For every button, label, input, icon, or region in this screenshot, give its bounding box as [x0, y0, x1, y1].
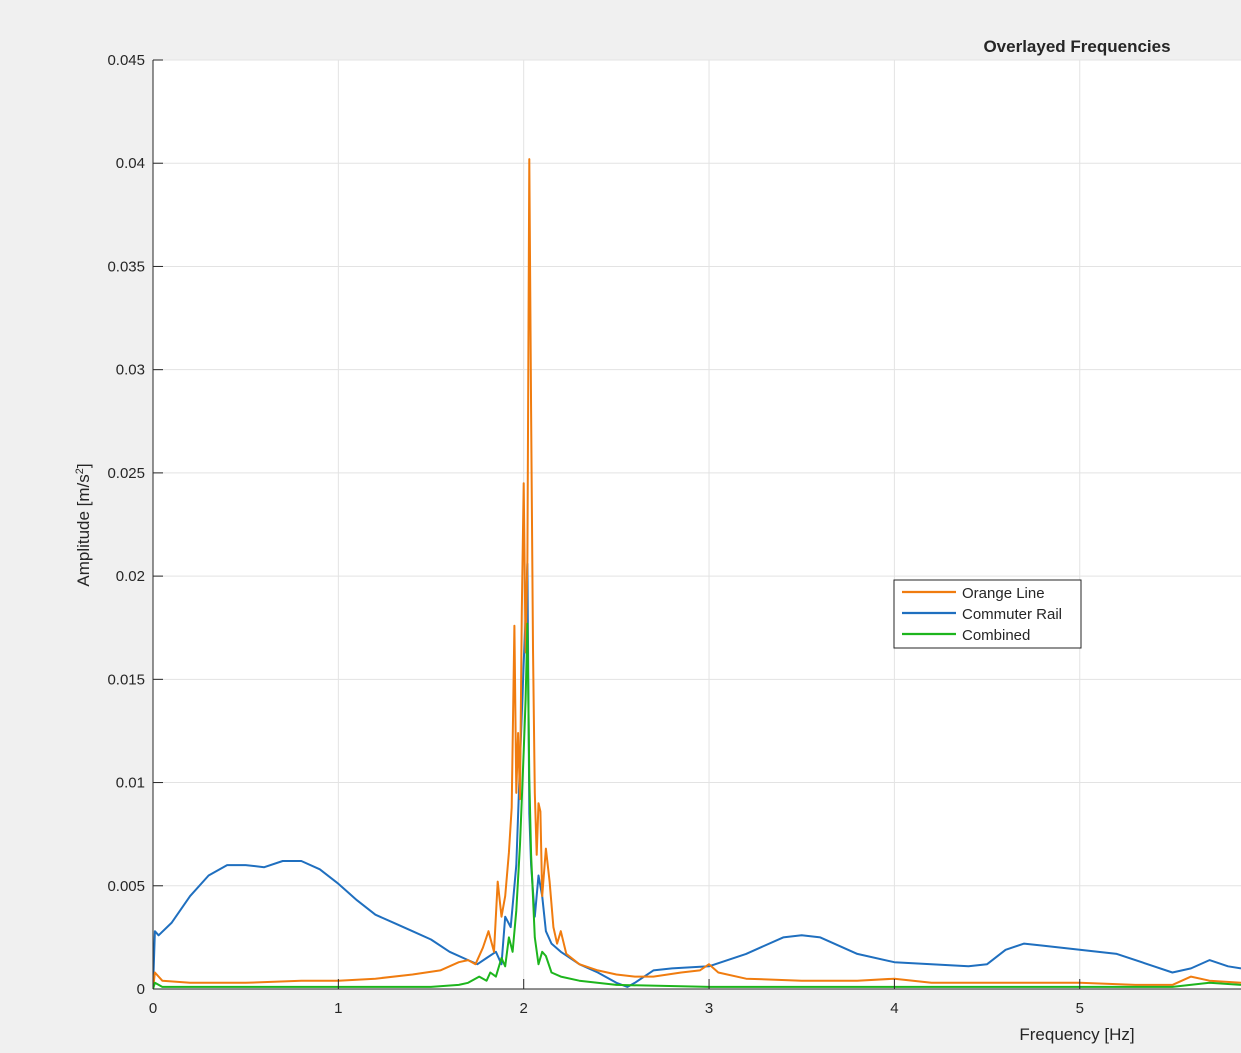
y-axis-label: Amplitude [m/s2] — [74, 463, 93, 586]
legend-label-commuter-rail: Commuter Rail — [962, 606, 1062, 623]
y-axis-label-text: Amplitude [m/s — [74, 474, 93, 586]
x-tick-label: 5 — [1076, 1000, 1084, 1017]
y-tick-label: 0.025 — [107, 465, 145, 482]
y-tick-label: 0.045 — [107, 52, 145, 69]
x-tick-label: 1 — [334, 1000, 342, 1017]
x-tick-label: 3 — [705, 1000, 713, 1017]
chart-title: Overlayed Frequencies — [983, 37, 1170, 56]
y-tick-label: 0 — [137, 981, 145, 998]
y-axis-label-suffix: ] — [74, 463, 93, 468]
legend: Orange Line Commuter Rail Combined — [893, 579, 1082, 649]
legend-label-combined: Combined — [962, 627, 1030, 644]
grid — [152, 59, 1241, 990]
series-line-orange-line — [153, 158, 1241, 989]
y-tick-label: 0.005 — [107, 878, 145, 895]
x-tick-label: 4 — [890, 1000, 898, 1017]
x-axis-label: Frequency [Hz] — [1019, 1025, 1134, 1044]
legend-label-orange-line: Orange Line — [962, 585, 1045, 602]
y-tick-label: 0.035 — [107, 258, 145, 275]
ticks: 0 1 2 3 4 5 0 0.005 0.01 0.015 0.02 0.025 0.03 0.035 0… — [107, 52, 1083, 1017]
plot-area — [153, 60, 1241, 989]
y-tick-label: 0.03 — [116, 362, 145, 379]
axes — [152, 60, 1241, 990]
x-tick-label: 2 — [520, 1000, 528, 1017]
y-tick-label: 0.015 — [107, 671, 145, 688]
x-tick-label: 0 — [149, 1000, 157, 1017]
y-tick-label: 0.01 — [116, 775, 145, 792]
series-line-combined — [153, 622, 1241, 989]
y-axis-label-exponent: 2 — [74, 468, 86, 474]
y-tick-label: 0.02 — [116, 568, 145, 585]
y-tick-label: 0.04 — [116, 155, 145, 172]
series-group — [153, 158, 1241, 989]
